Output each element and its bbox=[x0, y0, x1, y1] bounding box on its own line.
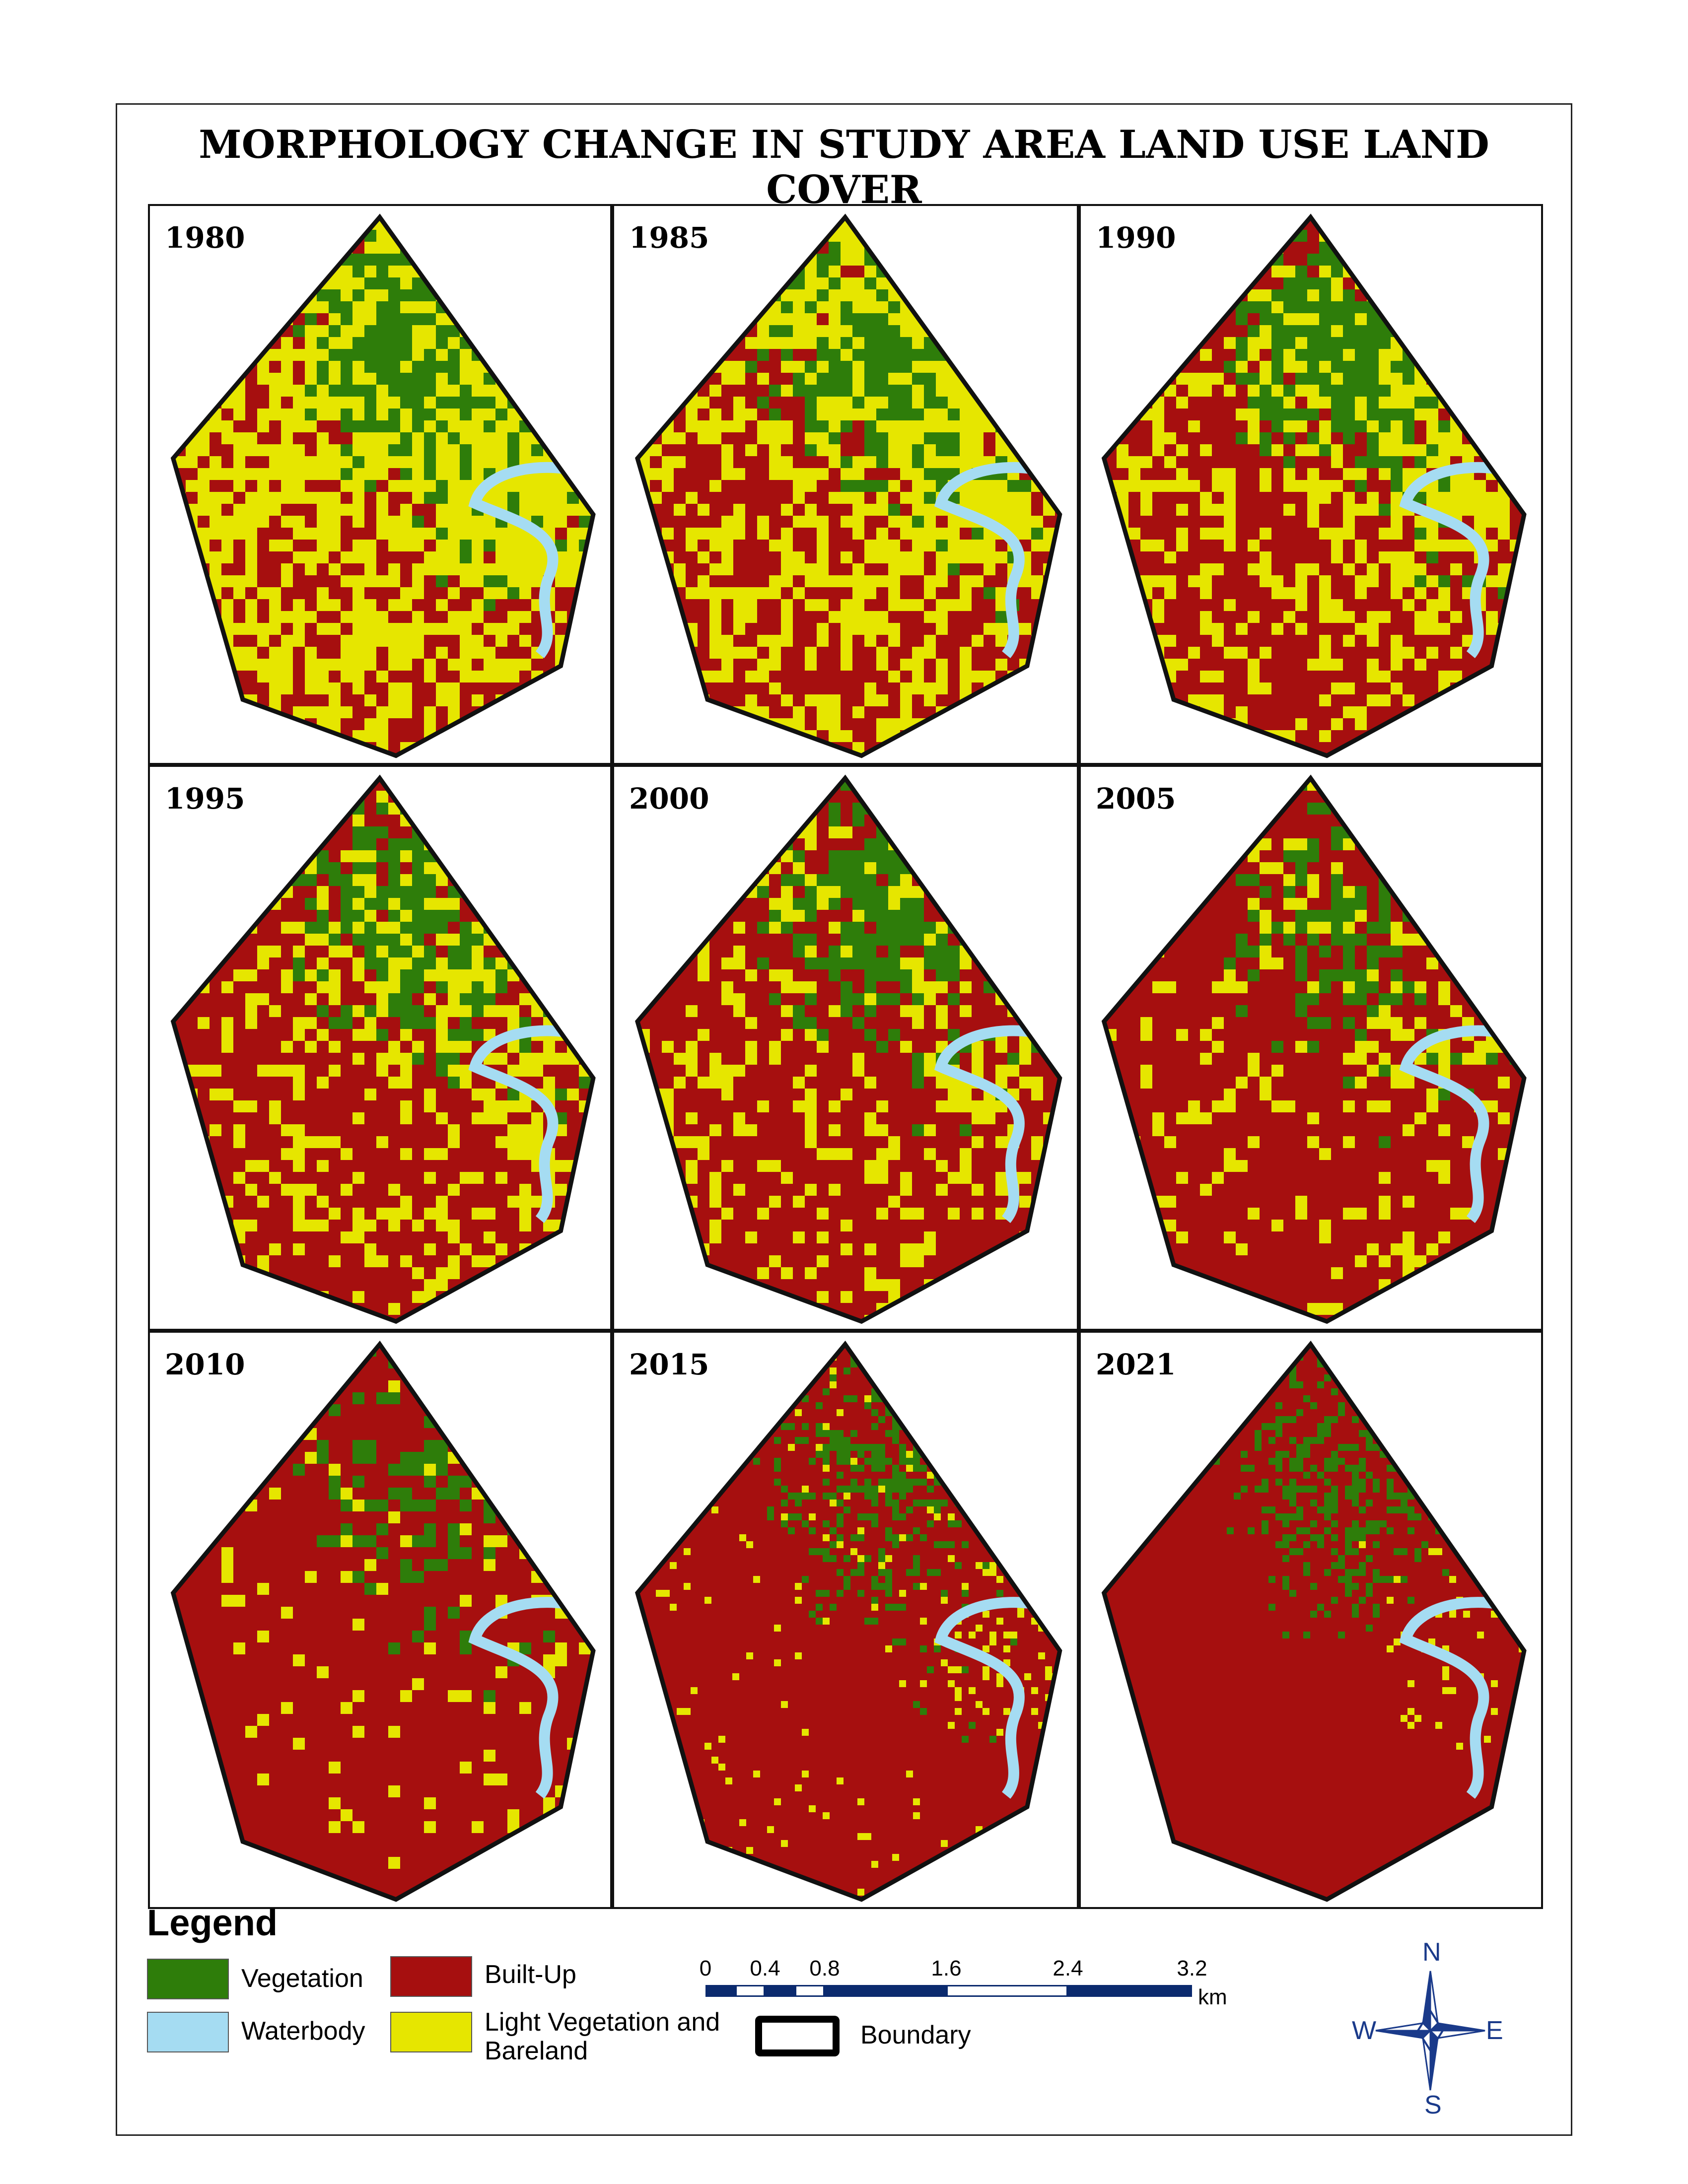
map-title: MORPHOLOGY CHANGE IN STUDY AREA LAND USE… bbox=[199, 122, 1489, 212]
legend-swatch-waterbody bbox=[147, 2012, 229, 2052]
panel-year-label: 2021 bbox=[1096, 1348, 1176, 1381]
map-panel-1995: 1995 bbox=[148, 765, 612, 1331]
river-waterbody bbox=[1399, 462, 1524, 659]
study-area-boundary bbox=[635, 774, 1062, 1324]
legend-swatch-vegetation bbox=[147, 1959, 229, 1999]
land-cover-raster bbox=[637, 778, 1060, 1322]
land-cover-raster bbox=[1104, 778, 1524, 1322]
land-cover-raster bbox=[637, 217, 1060, 756]
panel-year-label: 1985 bbox=[629, 221, 709, 255]
study-area-boundary bbox=[1101, 1340, 1527, 1902]
map-frame: MORPHOLOGY CHANGE IN STUDY AREA LAND USE… bbox=[116, 103, 1572, 2136]
scale-tick-label: 3.2 bbox=[1177, 1956, 1207, 1980]
scale-segment bbox=[705, 1985, 735, 1997]
legend-label-light-veg-1: Light Vegetation and bbox=[485, 2008, 720, 2037]
legend-swatch-light-veg bbox=[390, 2012, 472, 2052]
map-panel-2000: 2000 bbox=[612, 765, 1079, 1331]
legend-swatch-builtup bbox=[390, 1956, 472, 1997]
study-area-boundary bbox=[1101, 213, 1527, 758]
land-cover-raster bbox=[173, 217, 593, 756]
panel-year-label: 2000 bbox=[629, 782, 709, 816]
river-waterbody bbox=[934, 462, 1060, 659]
lulc-map-1980 bbox=[170, 213, 596, 758]
lulc-map-2021 bbox=[1101, 1340, 1527, 1902]
legend-title: Legend bbox=[147, 1902, 278, 1943]
scale-segment bbox=[765, 1985, 795, 1997]
study-area-boundary bbox=[170, 1340, 596, 1902]
land-cover-raster bbox=[1104, 1344, 1524, 1900]
east-label: E bbox=[1486, 2016, 1503, 2045]
lulc-map-1995 bbox=[170, 774, 596, 1324]
land-cover-raster bbox=[173, 1344, 593, 1900]
land-cover-raster bbox=[173, 778, 593, 1322]
map-panel-2021: 2021 bbox=[1079, 1331, 1543, 1909]
lulc-map-2005 bbox=[1101, 774, 1527, 1324]
map-panel-1980: 1980 bbox=[148, 204, 612, 765]
river-waterbody bbox=[1399, 1597, 1524, 1799]
scale-tick-label: 0.8 bbox=[809, 1956, 840, 1980]
panel-year-label: 2005 bbox=[1096, 782, 1176, 816]
west-label: W bbox=[1352, 2016, 1377, 2045]
legend-swatch-boundary bbox=[755, 2016, 840, 2056]
map-panel-2010: 2010 bbox=[148, 1331, 612, 1909]
study-area-boundary bbox=[170, 213, 596, 758]
scale-bar: 0 0.4 0.8 1.6 2.4 3.2 km bbox=[700, 1956, 1252, 2036]
panel-year-label: 1980 bbox=[165, 221, 245, 255]
land-cover-raster bbox=[637, 1344, 1060, 1900]
river-waterbody bbox=[468, 1597, 593, 1799]
scale-tick-label: 0 bbox=[699, 1956, 712, 1980]
river-waterbody bbox=[468, 1025, 593, 1223]
north-arrow: N S E W bbox=[1352, 1938, 1505, 2120]
legend-label-boundary: Boundary bbox=[860, 2021, 971, 2049]
study-area-boundary bbox=[635, 1340, 1062, 1902]
scale-segment bbox=[795, 1985, 825, 1997]
legend-label-builtup: Built-Up bbox=[485, 1960, 576, 1989]
study-area-boundary bbox=[1101, 774, 1527, 1324]
study-area-boundary bbox=[634, 213, 1062, 758]
river-waterbody bbox=[1399, 1025, 1524, 1223]
legend: Legend Vegetation Built-Up Waterbody Lig… bbox=[147, 1902, 743, 2110]
panel-year-label: 2015 bbox=[629, 1348, 709, 1381]
river-waterbody bbox=[468, 462, 593, 659]
lulc-map-2000 bbox=[635, 774, 1062, 1324]
legend-label-waterbody: Waterbody bbox=[241, 2017, 365, 2046]
panel-year-label: 1990 bbox=[1096, 221, 1176, 255]
lulc-map-2015 bbox=[635, 1340, 1062, 1902]
map-panel-1990: 1990 bbox=[1079, 204, 1543, 765]
scale-segment bbox=[946, 1985, 1068, 1997]
scale-tick-label: 2.4 bbox=[1053, 1956, 1083, 1980]
scale-tick-label: 1.6 bbox=[931, 1956, 962, 1980]
river-waterbody bbox=[934, 1025, 1060, 1223]
lulc-map-2010 bbox=[170, 1340, 596, 1902]
study-area-boundary bbox=[170, 774, 596, 1324]
lulc-map-1985 bbox=[634, 213, 1062, 758]
river-waterbody bbox=[934, 1597, 1060, 1799]
south-label: S bbox=[1424, 2091, 1442, 2119]
lulc-map-1990 bbox=[1101, 213, 1527, 758]
scale-segment bbox=[735, 1985, 765, 1997]
legend-label-light-veg-2: Bareland bbox=[485, 2037, 588, 2065]
panel-year-label: 1995 bbox=[165, 782, 245, 816]
map-panel-2015: 2015 bbox=[612, 1331, 1079, 1909]
land-cover-raster bbox=[1104, 217, 1524, 756]
map-panel-1985: 1985 bbox=[612, 204, 1079, 765]
scale-segment bbox=[1068, 1985, 1192, 1997]
legend-label-vegetation: Vegetation bbox=[241, 1964, 363, 1993]
scale-tick-label: 0.4 bbox=[750, 1956, 780, 1980]
north-label: N bbox=[1422, 1938, 1441, 1967]
map-panel-2005: 2005 bbox=[1079, 765, 1543, 1331]
compass-rose-icon bbox=[1375, 1971, 1485, 2091]
panel-year-label: 2010 bbox=[165, 1348, 245, 1381]
scale-segment bbox=[825, 1985, 946, 1997]
scale-unit: km bbox=[1198, 1985, 1227, 2009]
